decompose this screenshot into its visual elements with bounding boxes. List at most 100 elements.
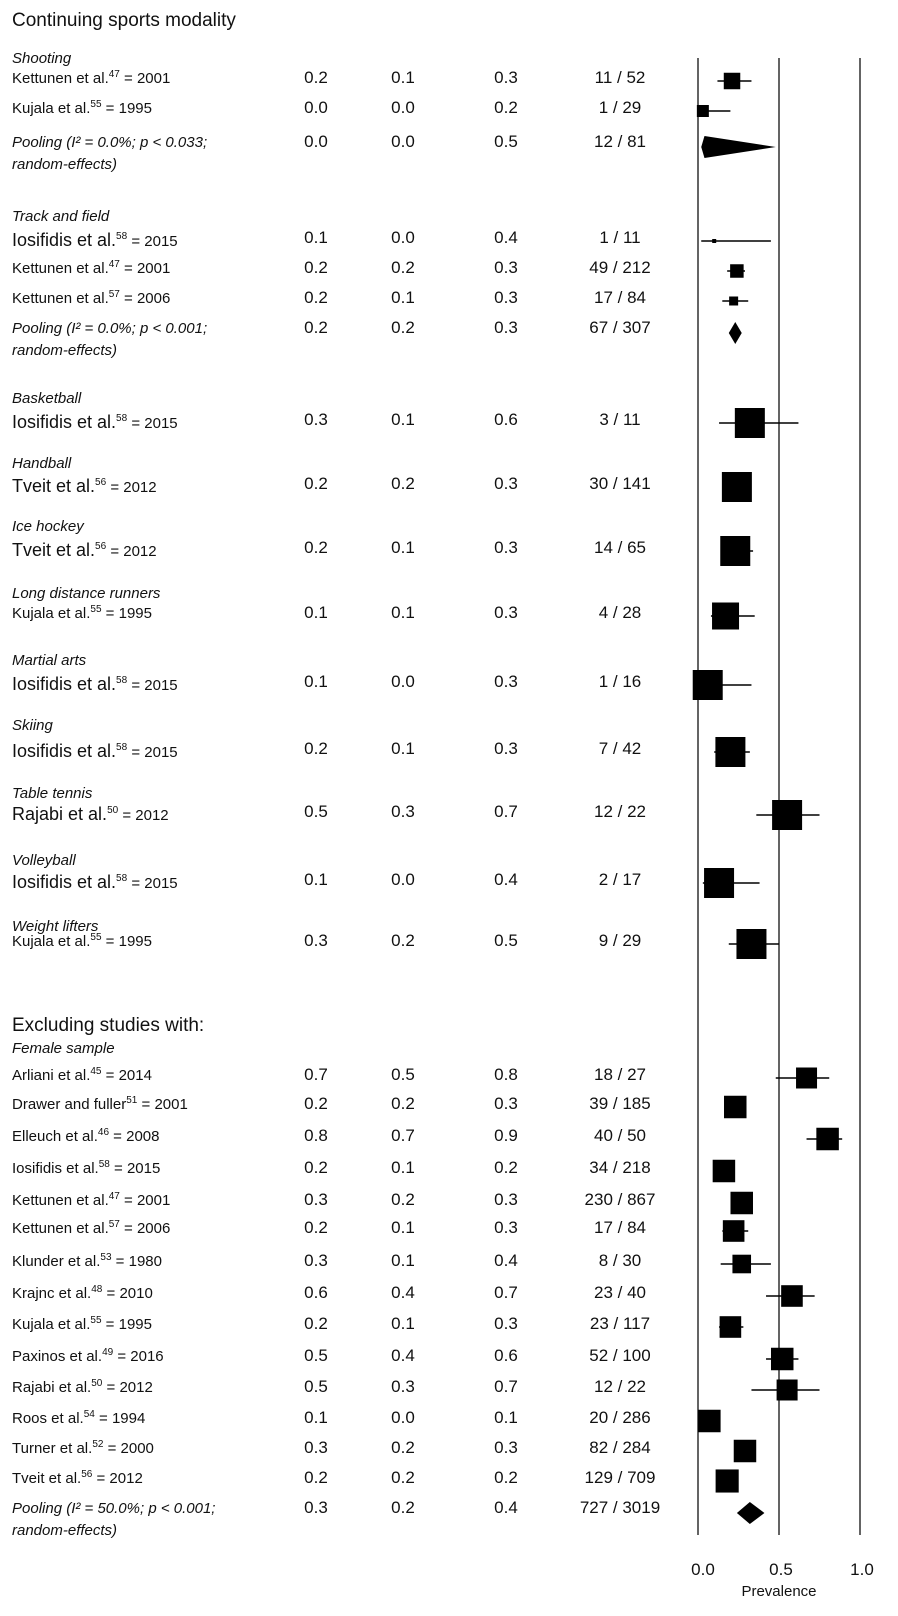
cases-total: 12 / 22 xyxy=(594,802,646,821)
prevalence-value: 0.2 xyxy=(304,1314,328,1333)
study-estimate-square xyxy=(816,1127,839,1151)
study-label: Kettunen et al.47 = 2001 xyxy=(12,260,170,278)
study-year: = 2006 xyxy=(119,290,171,307)
ci-upper-value: 0.3 xyxy=(494,288,518,307)
ci-upper-value: 0.3 xyxy=(494,258,518,277)
ci-lower-value: 0.0 xyxy=(391,1408,415,1427)
ci-lower-value: 0.2 xyxy=(391,1498,415,1517)
prevalence-value: 0.2 xyxy=(304,68,328,87)
group-title: Volleyball xyxy=(12,852,76,869)
cases-total: 18 / 27 xyxy=(594,1065,646,1084)
cases-total: 23 / 40 xyxy=(594,1283,646,1302)
group-title: Long distance runners xyxy=(12,585,161,602)
ci-upper-value: 0.3 xyxy=(494,474,518,493)
study-label: Kettunen et al.47 = 2001 xyxy=(12,1191,171,1210)
cases-total: 30 / 141 xyxy=(589,474,651,493)
ci-lower-value: 0.2 xyxy=(391,258,415,277)
cases-total: 34 / 218 xyxy=(589,1158,651,1177)
study-label: Kujala et al.55 = 1995 xyxy=(12,933,152,951)
study-estimate-square xyxy=(781,1285,803,1307)
ci-upper-value: 0.3 xyxy=(494,1218,518,1237)
study-year: = 2012 xyxy=(118,807,169,824)
cases-total: 230 / 867 xyxy=(584,1190,656,1209)
prevalence-value: 0.3 xyxy=(304,1190,328,1209)
study-reference: 58 xyxy=(116,873,128,884)
cases-total: 23 / 117 xyxy=(589,1314,651,1333)
cases-total: 4 / 28 xyxy=(598,603,642,622)
ci-upper-value: 0.7 xyxy=(494,1283,518,1302)
study-estimate-square xyxy=(733,1439,757,1463)
ci-upper-value: 0.8 xyxy=(494,1065,518,1084)
ci-upper-value: 0.5 xyxy=(494,931,518,950)
ci-lower-value: 0.2 xyxy=(391,1094,415,1113)
study-label: Iosifidis et al.58 = 2015 xyxy=(12,872,178,893)
prevalence-value: 0.1 xyxy=(304,603,328,622)
study-author: Klunder et al. xyxy=(12,1253,101,1270)
study-estimate-square xyxy=(722,1220,745,1242)
group-title: Female sample xyxy=(12,1040,115,1057)
section-title: Continuing sports modality xyxy=(12,10,236,31)
study-reference: 46 xyxy=(97,1127,110,1138)
study-author: Kettunen et al. xyxy=(12,260,109,277)
study-estimate-square xyxy=(715,1469,739,1493)
study-reference: 47 xyxy=(108,1191,120,1202)
cases-total: 1 / 16 xyxy=(598,672,642,691)
ci-upper-value: 0.3 xyxy=(494,538,518,557)
study-label: Iosifidis et al.58 = 2015 xyxy=(12,741,178,762)
group-title: Table tennis xyxy=(12,785,93,802)
study-estimate-square xyxy=(730,264,744,278)
study-estimate-square xyxy=(712,602,740,630)
pooled-estimate-diamond xyxy=(736,1502,765,1524)
x-tick-label: 0.0 xyxy=(691,1560,715,1579)
prevalence-value: 0.2 xyxy=(304,538,328,557)
study-year: = 1980 xyxy=(111,1253,162,1270)
ci-upper-value: 0.4 xyxy=(494,1251,518,1270)
study-reference: 53 xyxy=(100,1252,112,1263)
cases-total: 39 / 185 xyxy=(589,1094,651,1113)
cases-total: 12 / 81 xyxy=(594,132,646,151)
study-author: Rajabi et al. xyxy=(12,1379,92,1396)
study-year: = 2015 xyxy=(109,1160,161,1177)
pooling-label: Pooling (I² = 50.0%; p < 0.001; xyxy=(12,1500,216,1517)
study-year: = 2001 xyxy=(119,1192,171,1209)
study-year: = 2015 xyxy=(127,875,178,892)
ci-upper-value: 0.3 xyxy=(494,672,518,691)
study-reference: 55 xyxy=(90,604,102,615)
study-estimate-square xyxy=(732,1254,752,1274)
ci-lower-value: 0.1 xyxy=(391,1218,415,1237)
prevalence-value: 0.5 xyxy=(304,802,328,821)
study-estimate-square xyxy=(696,105,709,117)
prevalence-value: 0.1 xyxy=(304,672,328,691)
study-estimate-square xyxy=(776,1379,798,1401)
prevalence-value: 0.3 xyxy=(304,1438,328,1457)
study-year: = 1995 xyxy=(101,933,152,950)
cases-total: 40 / 50 xyxy=(594,1126,646,1145)
prevalence-value: 0.3 xyxy=(304,931,328,950)
study-reference: 45 xyxy=(90,1066,102,1077)
ci-lower-value: 0.2 xyxy=(391,474,415,493)
ci-upper-value: 0.4 xyxy=(494,228,518,247)
study-estimate-square xyxy=(692,670,723,700)
ci-upper-value: 0.7 xyxy=(494,802,518,821)
group-title: Track and field xyxy=(12,208,110,225)
ci-lower-value: 0.4 xyxy=(391,1346,415,1365)
ci-upper-value: 0.2 xyxy=(494,1468,518,1487)
study-author: Iosifidis et al. xyxy=(12,674,117,694)
study-year: = 1994 xyxy=(94,1410,146,1427)
study-year: = 2012 xyxy=(106,479,157,496)
study-author: Paxinos et al. xyxy=(12,1348,103,1365)
prevalence-value: 0.2 xyxy=(304,1218,328,1237)
ci-lower-value: 0.3 xyxy=(391,802,415,821)
ci-lower-value: 0.5 xyxy=(391,1065,415,1084)
study-estimate-square xyxy=(704,868,735,898)
study-reference: 50 xyxy=(91,1378,103,1389)
study-author: Iosifidis et al. xyxy=(12,872,117,892)
study-estimate-square xyxy=(730,1191,753,1215)
prevalence-value: 0.3 xyxy=(304,1251,328,1270)
study-year: = 2000 xyxy=(103,1440,154,1457)
group-title: Handball xyxy=(12,455,72,472)
cases-total: 727 / 3019 xyxy=(579,1498,661,1517)
study-estimate-square xyxy=(723,72,741,90)
study-year: = 2016 xyxy=(113,1348,164,1365)
